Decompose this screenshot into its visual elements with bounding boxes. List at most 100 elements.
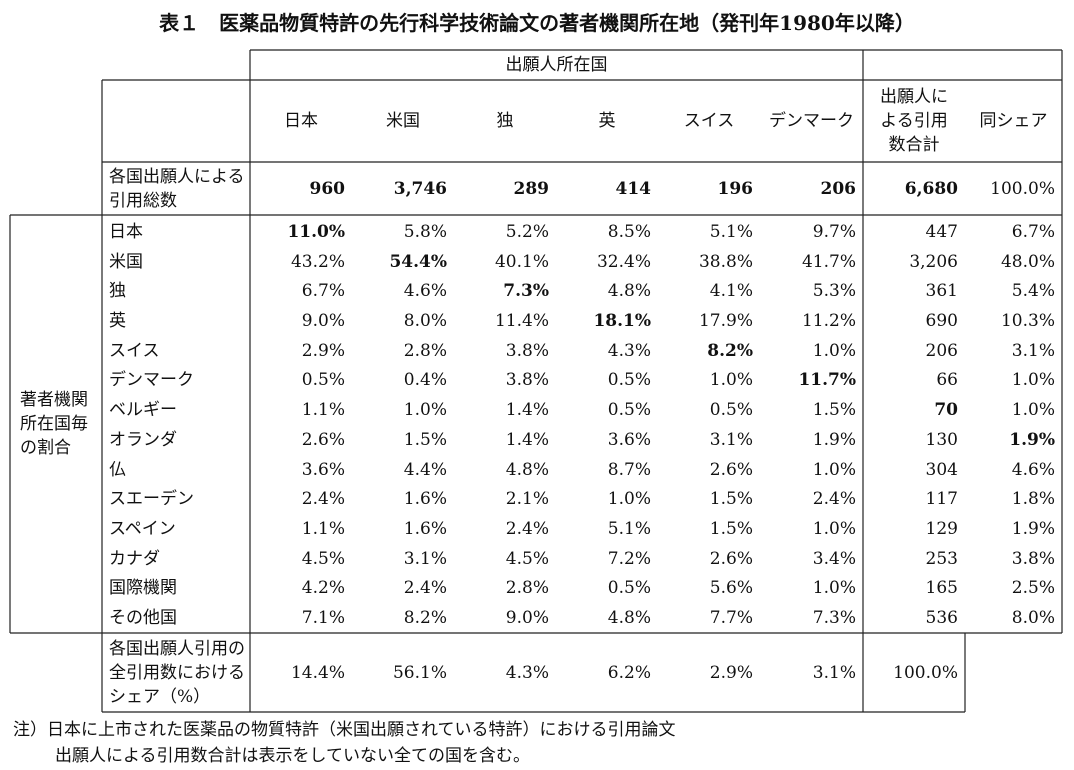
cell: 414	[615, 178, 652, 199]
row-label: 仏	[109, 459, 126, 480]
cell: 3,206	[909, 251, 958, 272]
cell: 38.8%	[698, 251, 753, 272]
cell: 18.1%	[593, 310, 651, 331]
cell: 17.9%	[698, 310, 753, 331]
cell: 2.6%	[709, 548, 753, 569]
cell: 7.3%	[503, 281, 549, 302]
cell: 1.1%	[301, 400, 345, 421]
cell: 0.5%	[607, 400, 651, 421]
cell: 1.9%	[1009, 429, 1055, 450]
cell: 130	[925, 429, 958, 450]
row-label: スイス	[109, 340, 160, 361]
cell: 2.4%	[403, 578, 447, 599]
cell: 1.1%	[301, 518, 345, 539]
cell: 11.4%	[494, 310, 549, 331]
column-header: 英	[598, 111, 616, 131]
cell: 5.1%	[607, 518, 651, 539]
cell: 165	[925, 578, 958, 599]
cell: 1.6%	[403, 518, 447, 539]
cell: 48.0%	[1000, 251, 1055, 272]
cell: 196	[717, 178, 754, 199]
row-label: 国際機関	[109, 578, 177, 599]
cell: 8.7%	[607, 459, 651, 480]
cell: 2.1%	[505, 489, 549, 510]
cell: 129	[925, 518, 958, 539]
row-group-label: 著者機関所在国毎の割合	[20, 390, 88, 458]
cell: 1.4%	[505, 429, 549, 450]
cell: 4.8%	[607, 281, 651, 302]
cell: 2.6%	[301, 429, 345, 450]
cell: 3.1%	[709, 429, 753, 450]
cell: 32.4%	[596, 251, 651, 272]
cell: 1.5%	[403, 429, 447, 450]
cell: 70	[934, 400, 958, 421]
cell: 100.0%	[990, 178, 1055, 199]
cell: 4.3%	[505, 662, 549, 683]
cell: 5.3%	[812, 281, 856, 302]
cell: 690	[925, 310, 958, 331]
column-header: 日本	[284, 111, 318, 131]
cell: 5.1%	[709, 221, 753, 242]
cell: 4.6%	[403, 281, 447, 302]
cell: 1.0%	[812, 518, 856, 539]
row-label: その他国	[109, 608, 177, 629]
cell: 1.8%	[1011, 489, 1055, 510]
cell: 2.4%	[812, 489, 856, 510]
cell: 2.9%	[301, 340, 345, 361]
column-header: 出願人による引用数合計	[880, 87, 948, 155]
cell: 1.0%	[403, 400, 447, 421]
cell: 5.8%	[403, 221, 447, 242]
cell: 4.2%	[301, 578, 345, 599]
cell: 100.0%	[893, 662, 958, 683]
cell: 4.5%	[505, 548, 549, 569]
column-header: デンマーク	[769, 111, 854, 131]
cell: 447	[925, 221, 958, 242]
cell: 1.9%	[1011, 518, 1055, 539]
row-label: 各国出願人引用の全引用数におけるシェア（%）	[109, 638, 245, 707]
cell: 8.2%	[707, 340, 753, 361]
cell: 3.1%	[403, 548, 447, 569]
cell: 6.7%	[1011, 221, 1055, 242]
cell: 3,746	[393, 178, 447, 199]
cell: 1.0%	[607, 489, 651, 510]
cell: 14.4%	[290, 662, 345, 683]
cell: 206	[820, 178, 857, 199]
row-label: 各国出願人による引用総数	[109, 166, 245, 211]
cell: 5.4%	[1011, 281, 1055, 302]
cell: 2.4%	[505, 518, 549, 539]
cell: 6,680	[904, 178, 958, 199]
column-header: スイス	[683, 111, 735, 131]
cell: 8.0%	[403, 310, 447, 331]
cell: 3.1%	[812, 662, 856, 683]
row-label: デンマーク	[109, 370, 194, 391]
cell: 1.5%	[709, 489, 753, 510]
column-header: 独	[496, 111, 514, 131]
group-header: 出願人所在国	[505, 55, 608, 75]
row-label: カナダ	[109, 548, 160, 569]
cell: 11.0%	[287, 221, 345, 242]
row-label: スペイン	[109, 518, 176, 539]
row-label: スエーデン	[109, 489, 194, 510]
cell: 10.3%	[1000, 310, 1055, 331]
cell: 3.1%	[1011, 340, 1055, 361]
cell: 536	[925, 608, 958, 629]
cell: 1.0%	[1011, 370, 1055, 391]
cell: 1.4%	[505, 400, 549, 421]
cell: 2.6%	[709, 459, 753, 480]
cell: 7.1%	[301, 608, 345, 629]
cell: 9.0%	[301, 310, 345, 331]
cell: 2.8%	[505, 578, 549, 599]
cell: 4.8%	[505, 459, 549, 480]
cell: 4.1%	[709, 281, 753, 302]
cell: 9.0%	[505, 608, 549, 629]
column-header: 同シェア	[979, 111, 1048, 131]
cell: 8.5%	[607, 221, 651, 242]
cell: 253	[925, 548, 958, 569]
cell: 2.9%	[709, 662, 753, 683]
cell: 2.8%	[403, 340, 447, 361]
cell: 304	[925, 459, 958, 480]
cell: 7.7%	[709, 608, 753, 629]
cell: 4.6%	[1011, 459, 1055, 480]
cell: 0.4%	[403, 370, 447, 391]
